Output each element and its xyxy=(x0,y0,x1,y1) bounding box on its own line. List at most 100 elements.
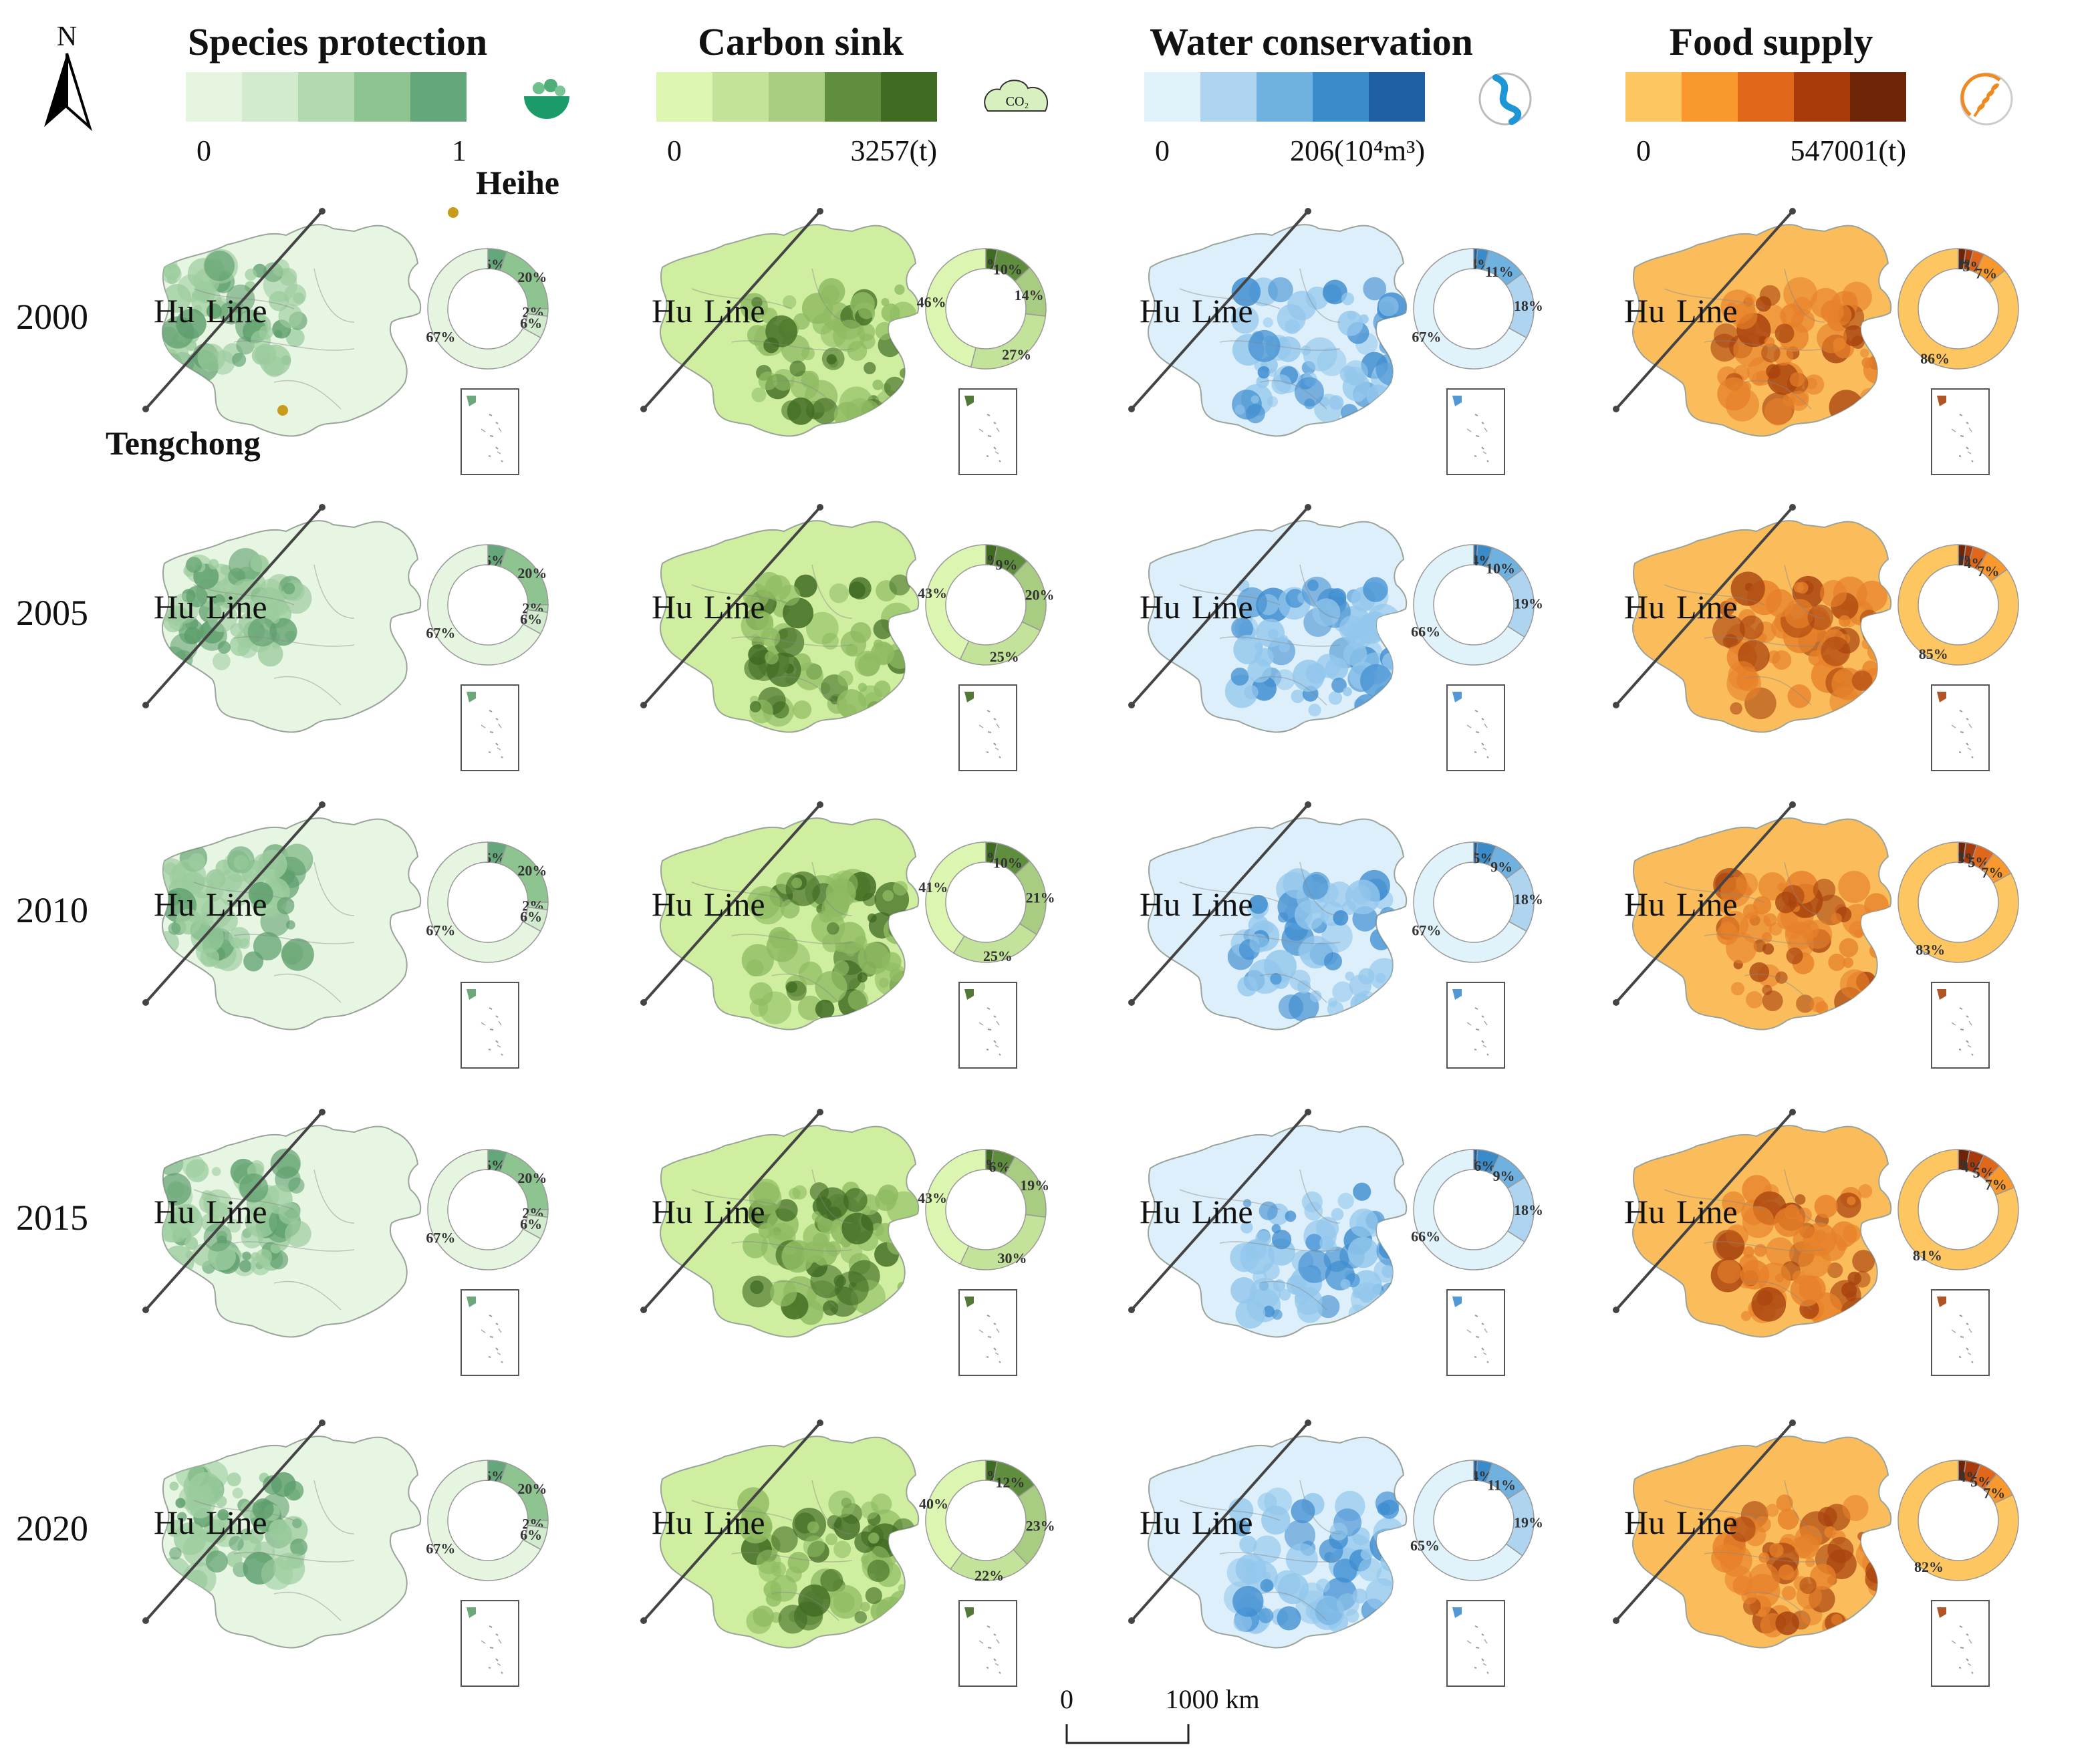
hu-label: Hu xyxy=(1624,1193,1665,1230)
line-label: Line xyxy=(704,1504,765,1541)
donut-label: 11% xyxy=(1485,263,1514,280)
inset-map xyxy=(1446,388,1505,475)
map-panel-2: Hu Line xyxy=(1128,1109,1408,1338)
line-label: Line xyxy=(206,588,267,626)
hu-line xyxy=(1615,1111,1794,1311)
hu-line xyxy=(1130,1111,1309,1311)
donut-chart: 1%4%11%19%65% xyxy=(1410,1460,1543,1581)
value-patches xyxy=(741,869,919,1025)
donut-label: 43% xyxy=(918,1190,947,1206)
legend-title: Carbon sink xyxy=(698,20,904,63)
north-label: N xyxy=(57,21,77,52)
legend-swatch xyxy=(656,72,712,122)
donut-chart: 1%5%9%18%67% xyxy=(1412,841,1543,963)
line-label: Line xyxy=(206,1504,267,1541)
donut-label: 81% xyxy=(1913,1247,1942,1264)
scale-end: 1000 km xyxy=(1165,1684,1259,1714)
donut-label: 65% xyxy=(1410,1537,1440,1554)
donut-chart: 2%2%4%7%85% xyxy=(1897,544,2019,666)
donut-slice xyxy=(1897,1149,2019,1270)
donut-label: 7% xyxy=(1983,1484,2005,1501)
heihe-label: Heihe xyxy=(476,164,559,201)
donut-label: 67% xyxy=(426,1540,455,1557)
hu-line xyxy=(144,210,323,410)
legend-2: Water conservation 0 206(10⁴m³) xyxy=(1144,20,1532,167)
legend-swatch xyxy=(825,72,881,122)
donut-label: 66% xyxy=(1411,624,1440,640)
legend-swatch xyxy=(1738,72,1794,122)
donut-label: 20% xyxy=(1025,587,1055,603)
donut-slice xyxy=(427,544,541,666)
inset-map xyxy=(461,684,519,771)
line-label: Line xyxy=(704,886,765,923)
legend-min-label: 0 xyxy=(1155,134,1170,167)
donut-slice xyxy=(1413,248,1527,370)
map-panel-1: Hu Line xyxy=(640,504,920,733)
scale-start: 0 xyxy=(1060,1684,1073,1714)
inset-map xyxy=(1931,684,1990,771)
line-label: Line xyxy=(1192,588,1253,626)
hu-label: Hu xyxy=(154,588,194,626)
line-label: Line xyxy=(1192,292,1253,329)
donut-chart: 5%20%2%6%67% xyxy=(426,1149,549,1270)
donut-slice xyxy=(1413,1149,1526,1270)
legend-min-label: 0 xyxy=(1636,134,1651,167)
legend-swatch xyxy=(242,72,298,122)
map-panel-0: Hu Line xyxy=(142,504,422,733)
donut-label: 67% xyxy=(426,922,455,939)
donut-slice xyxy=(1897,1460,2019,1581)
legend-swatch xyxy=(1369,72,1425,122)
map-panel-2: Hu Line xyxy=(1128,801,1408,1031)
donut-slice xyxy=(427,248,541,370)
legend-1: Carbon sink 0 3257(t) CO₂ xyxy=(656,20,1049,167)
donut-chart: 3%10%14%27%46% xyxy=(917,248,1047,370)
map-panel-2: Hu Line xyxy=(1128,208,1408,437)
donut-label: 12% xyxy=(995,1474,1025,1491)
line-label: Line xyxy=(206,886,267,923)
legend-swatch xyxy=(881,72,937,122)
year-label: 2010 xyxy=(16,890,88,930)
map-panel-0: Hu Line xyxy=(142,1109,422,1338)
legend-swatch xyxy=(1682,72,1738,122)
inset-map xyxy=(1931,1289,1990,1376)
donut-slice xyxy=(925,544,987,660)
donut-chart: 3%10%21%25%41% xyxy=(918,841,1055,964)
hu-line xyxy=(1130,506,1309,706)
donut-slice xyxy=(1897,544,2019,666)
legend-swatch xyxy=(1200,72,1257,122)
year-label: 2015 xyxy=(16,1198,88,1238)
line-label: Line xyxy=(704,1193,765,1230)
donut-slice xyxy=(1413,544,1526,666)
legend-swatch xyxy=(1313,72,1369,122)
inset-map xyxy=(461,1600,519,1687)
value-patches xyxy=(162,1460,308,1597)
value-patches xyxy=(1713,867,1889,1017)
donut-slice xyxy=(427,1460,541,1581)
inset-map xyxy=(1931,1600,1990,1687)
legend-swatch xyxy=(1144,72,1200,122)
value-patches xyxy=(1227,868,1401,1022)
hu-line xyxy=(144,506,323,706)
legend-swatch xyxy=(354,72,410,122)
hu-line xyxy=(1615,210,1794,410)
donut-label: 18% xyxy=(1514,297,1543,314)
hu-label: Hu xyxy=(652,292,692,329)
hu-line xyxy=(1615,803,1794,1004)
inset-map xyxy=(1446,1600,1505,1687)
place-labels: Heihe Tengchong xyxy=(106,164,559,462)
donut-slice xyxy=(925,1460,987,1570)
map-panel-3: Hu Line xyxy=(1613,208,1892,437)
legend-swatch xyxy=(712,72,769,122)
inset-map xyxy=(461,982,519,1069)
line-label: Line xyxy=(1676,1193,1738,1230)
hu-line xyxy=(144,1111,323,1311)
plant-bowl-icon xyxy=(524,79,569,119)
donut-chart: 2%3%5%7%83% xyxy=(1897,841,2019,963)
legend-swatch xyxy=(1850,72,1906,122)
hu-line xyxy=(1130,803,1309,1004)
donut-chart: 1%4%10%19%66% xyxy=(1411,544,1543,666)
donut-label: 9% xyxy=(1490,858,1513,875)
